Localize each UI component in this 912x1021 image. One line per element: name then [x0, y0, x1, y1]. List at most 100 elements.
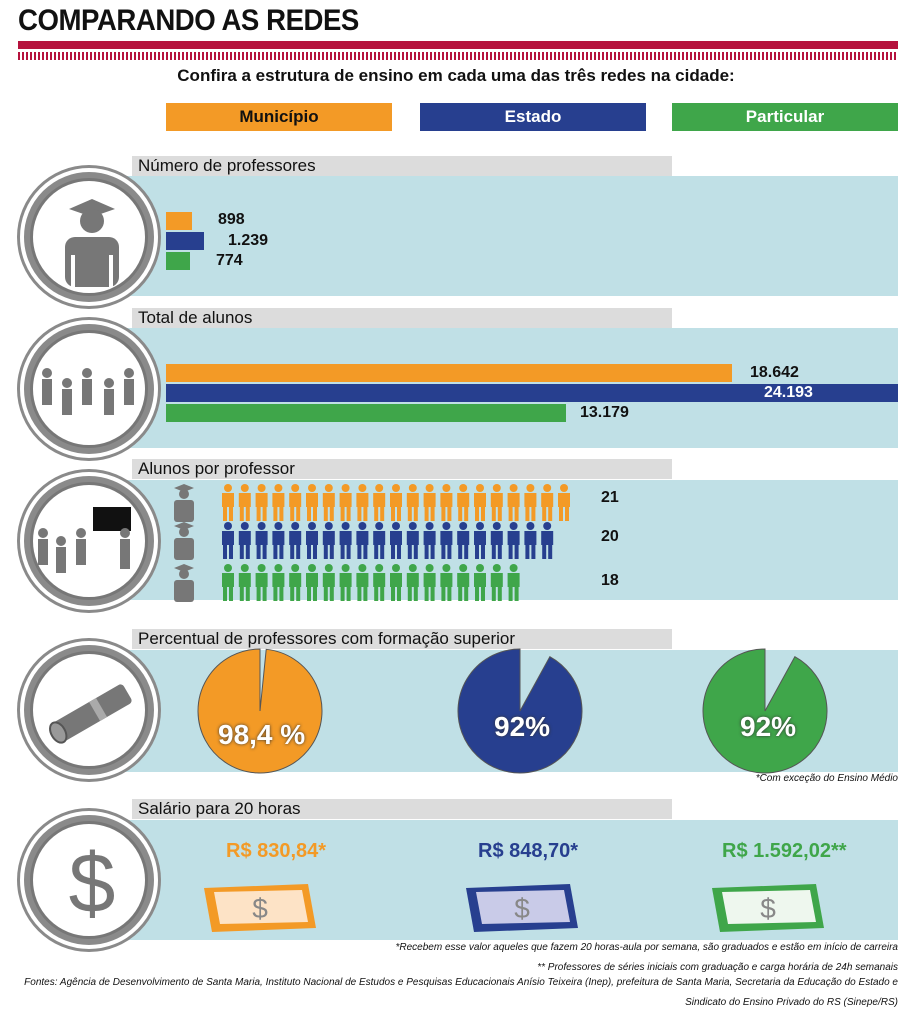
section-title-alunos: Total de alunos: [132, 308, 672, 328]
bar-alunos-particular: [166, 404, 566, 422]
page-title: COMPARANDO AS REDES: [18, 4, 359, 37]
footnote-1: *Recebem esse valor aqueles que fazem 20…: [395, 942, 898, 953]
student-figure-estado: [440, 522, 453, 559]
student-figure-estado: [272, 522, 285, 559]
student-figure-municipio: [423, 484, 436, 521]
student-figure-municipio: [440, 484, 453, 521]
student-figure-municipio: [306, 484, 318, 521]
student-figure-municipio: [222, 484, 234, 521]
value-professores-municipio: 898: [218, 211, 245, 228]
student-figure-estado: [524, 522, 537, 559]
student-figure-particular: [306, 564, 318, 601]
student-figure-estado: [238, 522, 251, 559]
pie-slice-estado: [457, 648, 583, 774]
student-figure-municipio: [373, 484, 386, 521]
student-figure-estado: [507, 522, 520, 559]
pie-slice-particular: [702, 648, 828, 774]
student-figure-particular: [440, 564, 453, 601]
title-rule: [18, 41, 898, 49]
svg-text:$: $: [514, 893, 530, 924]
sources-line-1: Fontes: Agência de Desenvolvimento de Sa…: [24, 977, 898, 988]
pie-slice-municipio: [197, 648, 323, 774]
value-alunos-municipio: 18.642: [750, 364, 799, 381]
svg-text:$: $: [252, 893, 268, 924]
student-figure-estado: [356, 522, 369, 559]
student-figure-estado: [339, 522, 352, 559]
student-figure-particular: [406, 564, 419, 601]
student-figure-particular: [255, 564, 268, 601]
section-band-professores: [80, 176, 898, 296]
student-figure-particular: [507, 564, 520, 601]
salary-estado: R$ 848,70*: [478, 840, 579, 862]
student-figure-particular: [322, 564, 335, 601]
student-figure-municipio: [272, 484, 285, 521]
student-figure-municipio: [238, 484, 251, 521]
student-figure-estado: [222, 522, 234, 559]
bar-alunos-municipio: [166, 364, 732, 382]
student-figure-estado: [289, 522, 302, 559]
student-figure-municipio: [255, 484, 268, 521]
student-figure-municipio: [322, 484, 335, 521]
diploma-icon: [49, 684, 132, 744]
bar-alunos-estado: [166, 384, 898, 402]
legend-municipio: Município: [166, 103, 392, 131]
dollar-icon-circle: $: [20, 811, 158, 949]
student-figure-particular: [373, 564, 386, 601]
pct-municipio: 98,4 %: [218, 719, 306, 750]
bar-professores-particular: [166, 252, 190, 270]
student-figure-municipio: [490, 484, 503, 521]
student-figure-municipio: [474, 484, 486, 521]
student-figure-estado: [306, 522, 318, 559]
svg-text:$: $: [69, 836, 116, 930]
value-app-municipio: 21: [601, 489, 619, 506]
student-figure-estado: [255, 522, 268, 559]
alunos-por-professor-chart: [174, 484, 570, 602]
classroom-icon-circle: [20, 472, 158, 610]
teacher-figure-particular: [174, 564, 194, 602]
value-app-estado: 20: [601, 528, 619, 545]
student-figure-estado: [373, 522, 386, 559]
section-title-alunos-por-professor: Alunos por professor: [132, 459, 672, 479]
banknote-municipio-icon: $: [204, 884, 316, 932]
students-icon: [42, 368, 134, 415]
student-figure-particular: [474, 564, 486, 601]
legend-estado: Estado: [420, 103, 646, 131]
student-figure-municipio: [524, 484, 537, 521]
teacher-figure-estado: [174, 522, 194, 560]
student-figure-particular: [238, 564, 251, 601]
student-figure-estado: [423, 522, 436, 559]
student-figure-particular: [390, 564, 402, 601]
student-figure-municipio: [339, 484, 352, 521]
teacher-icon: [65, 199, 119, 287]
student-figure-municipio: [289, 484, 302, 521]
student-figure-municipio: [507, 484, 520, 521]
student-figure-particular: [356, 564, 369, 601]
student-figure-particular: [423, 564, 436, 601]
teacher-figure-municipio: [174, 484, 194, 522]
diploma-icon-circle: [20, 641, 158, 779]
student-figure-particular: [289, 564, 302, 601]
classroom-icon: [38, 507, 131, 573]
footnote-2: ** Professores de séries iniciais com gr…: [537, 962, 898, 973]
student-figure-particular: [222, 564, 234, 601]
value-alunos-estado: 24.193: [764, 384, 813, 401]
bar-professores-estado: [166, 232, 204, 250]
student-figure-particular: [490, 564, 503, 601]
formacao-note: *Com exceção do Ensino Médio: [755, 773, 898, 784]
student-figure-estado: [406, 522, 419, 559]
student-figure-estado: [322, 522, 335, 559]
value-alunos-particular: 13.179: [580, 404, 629, 421]
value-app-particular: 18: [601, 572, 619, 589]
student-figure-estado: [490, 522, 503, 559]
sources-line-2: Sindicato do Ensino Privado do RS (Sinep…: [685, 997, 898, 1008]
pct-estado: 92%: [494, 711, 551, 742]
salary-municipio: R$ 830,84*: [226, 840, 327, 862]
section-band-alunos-por-professor: [80, 480, 898, 600]
banknote-estado-icon: $: [466, 884, 578, 932]
title-hatch: [18, 52, 898, 60]
section-title-formacao: Percentual de professores com formação s…: [132, 629, 672, 649]
subtitle: Confira a estrutura de ensino em cada um…: [177, 66, 735, 85]
student-figure-estado: [390, 522, 402, 559]
student-figure-estado: [457, 522, 470, 559]
banknote-particular-icon: $: [712, 884, 824, 932]
